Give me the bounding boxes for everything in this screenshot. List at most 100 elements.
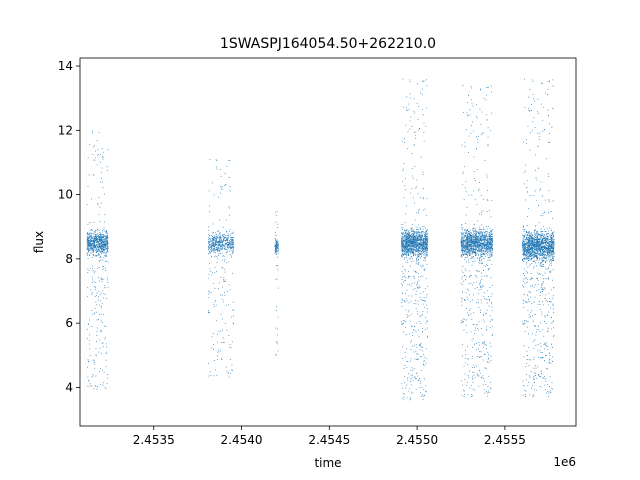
data-point <box>491 301 493 303</box>
data-point <box>489 227 491 229</box>
data-point <box>420 343 422 344</box>
data-point <box>216 351 218 353</box>
data-point <box>417 193 419 195</box>
data-point <box>401 285 403 286</box>
data-point <box>420 299 422 300</box>
data-point <box>482 240 484 241</box>
data-point <box>92 249 94 251</box>
data-point <box>488 244 490 246</box>
data-point <box>222 329 223 331</box>
data-point <box>419 243 421 244</box>
data-point <box>216 160 218 162</box>
data-point <box>406 240 408 241</box>
data-point <box>90 235 92 237</box>
data-point <box>482 247 483 249</box>
data-point <box>422 265 424 267</box>
data-point <box>91 245 93 247</box>
data-point <box>473 227 475 229</box>
data-point <box>419 316 421 318</box>
data-point <box>215 242 216 244</box>
data-point <box>425 237 426 239</box>
data-point <box>474 251 476 253</box>
data-point <box>424 256 426 258</box>
data-point <box>487 249 489 251</box>
data-point <box>228 372 229 374</box>
data-point <box>425 253 427 255</box>
data-point <box>86 253 88 255</box>
data-point <box>481 211 482 213</box>
data-point <box>91 229 93 231</box>
data-point <box>410 243 412 244</box>
data-point <box>404 253 405 254</box>
data-point <box>220 240 222 242</box>
data-point <box>471 378 473 380</box>
data-point <box>100 234 102 236</box>
data-point <box>410 252 412 254</box>
data-point <box>412 248 414 250</box>
data-point <box>217 248 219 249</box>
data-point <box>491 325 493 327</box>
data-point <box>466 237 468 239</box>
data-point <box>87 295 89 297</box>
data-point <box>420 369 422 371</box>
data-point <box>102 240 104 242</box>
data-point <box>417 242 418 244</box>
data-point <box>275 244 277 245</box>
data-point <box>490 277 492 279</box>
data-point <box>208 238 210 240</box>
data-point <box>420 254 422 256</box>
data-point <box>209 251 211 253</box>
data-point <box>413 252 415 254</box>
data-point <box>478 385 480 387</box>
data-point <box>406 249 407 251</box>
data-point <box>486 247 488 248</box>
data-point <box>477 250 478 252</box>
data-point <box>211 244 213 246</box>
data-point <box>100 331 102 333</box>
data-point <box>411 313 413 315</box>
data-point <box>418 285 420 287</box>
data-point <box>405 326 406 328</box>
data-point <box>490 253 492 255</box>
data-point <box>489 240 491 242</box>
data-point <box>411 234 413 236</box>
data-point <box>231 243 233 245</box>
data-point <box>216 248 218 250</box>
data-point <box>97 250 99 252</box>
data-point <box>487 242 488 243</box>
data-point <box>484 367 486 369</box>
data-point <box>107 286 109 288</box>
data-point <box>401 279 403 280</box>
data-point <box>408 103 410 105</box>
data-point <box>402 276 403 278</box>
data-point <box>88 244 90 245</box>
data-point <box>413 253 414 255</box>
data-point <box>464 318 466 320</box>
data-point <box>106 298 108 299</box>
data-point <box>473 242 474 244</box>
data-point <box>95 150 96 152</box>
data-point <box>102 302 103 304</box>
data-point <box>93 244 95 246</box>
data-point <box>226 262 228 263</box>
data-point <box>416 240 418 242</box>
data-point <box>482 375 484 377</box>
data-point <box>485 313 487 315</box>
data-point <box>422 346 423 348</box>
data-point <box>491 318 493 320</box>
data-point <box>486 235 487 237</box>
data-point <box>468 236 470 238</box>
data-point <box>405 387 407 389</box>
data-point <box>209 238 211 240</box>
data-point <box>412 242 414 244</box>
data-point <box>464 248 466 250</box>
data-point <box>419 127 420 129</box>
data-point <box>101 322 103 323</box>
data-point <box>275 241 277 243</box>
data-point <box>102 243 104 245</box>
data-point <box>403 232 405 233</box>
data-point <box>423 364 424 366</box>
data-point <box>404 249 405 251</box>
data-point <box>220 237 221 238</box>
data-point <box>223 238 224 240</box>
